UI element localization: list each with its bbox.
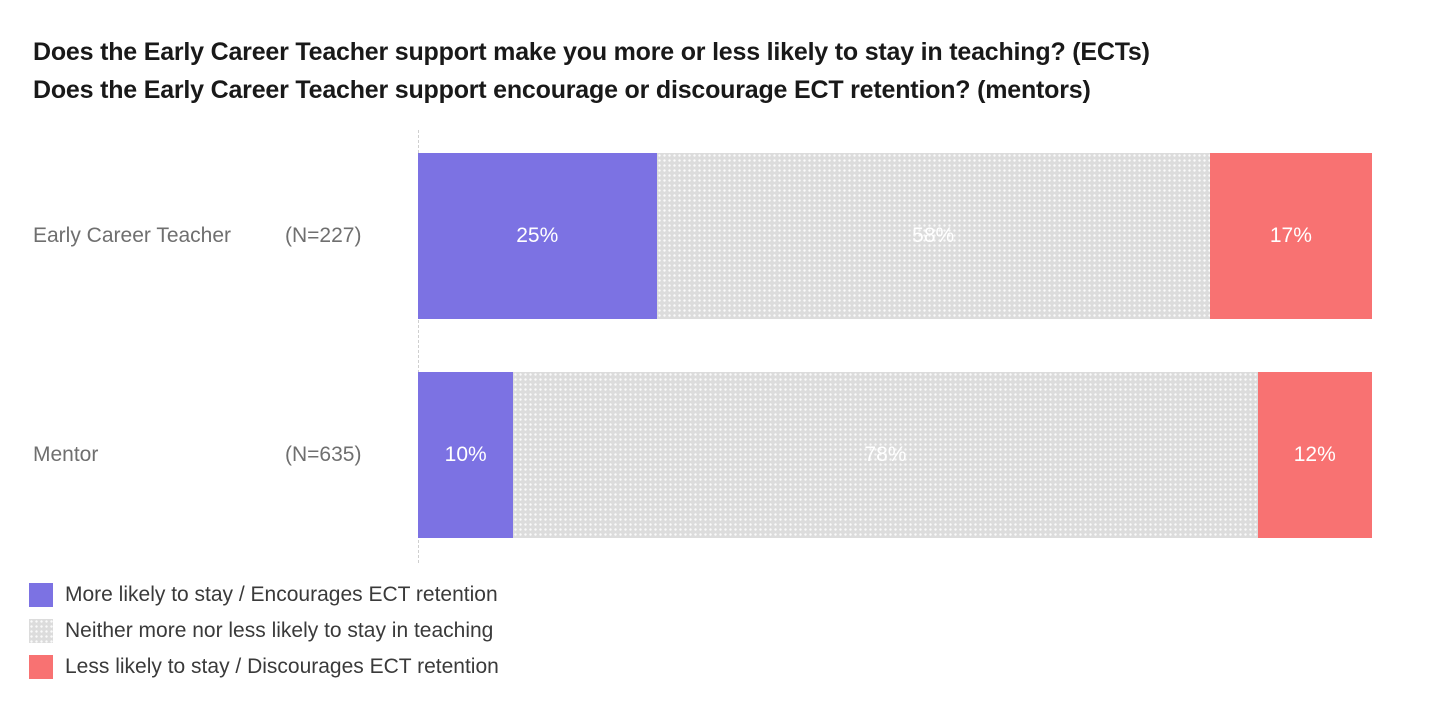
bar-row-mentor: Mentor (N=635) 10% 78% 12% [0,372,1440,538]
bar-value-label: 17% [1269,224,1312,247]
category-label: Early Career Teacher [33,224,232,247]
legend-label: More likely to stay / Encourages ECT ret… [65,583,498,606]
legend: More likely to stay / Encourages ECT ret… [29,583,499,691]
legend-item-more-likely-to-stay: More likely to stay / Encourages ECT ret… [29,583,499,607]
sample-size-label: (N=635) [285,443,362,466]
sample-size-label: (N=227) [285,224,362,247]
bar-value-label: 25% [516,224,559,247]
bar-segment-more-likely-to-stay: 10% [418,372,514,538]
legend-swatch-icon [29,619,53,643]
chart-title-line2: Does the Early Career Teacher support en… [33,76,1091,104]
bar-segment-more-likely-to-stay: 25% [418,153,657,319]
bar-segment-less-likely-to-stay: 17% [1209,153,1372,319]
legend-label: Less likely to stay / Discourages ECT re… [65,655,499,678]
legend-swatch-icon [29,583,53,607]
bar-segment-neither-more-nor-less-likely-to-stay-in-teaching: 78% [513,372,1258,538]
chart-title-line1: Does the Early Career Teacher support ma… [33,38,1150,66]
bar-segment-less-likely-to-stay: 12% [1257,372,1372,538]
chart-title: Does the Early Career Teacher support ma… [33,33,1150,109]
stacked-bar-mentor: 10% 78% 12% [418,372,1372,538]
bar-value-label: 58% [912,224,955,247]
legend-label: Neither more nor less likely to stay in … [65,619,494,642]
bar-value-label: 78% [864,443,907,466]
stacked-bar-early-career-teacher: 25% 58% 17% [418,153,1372,319]
bar-row-early-career-teacher: Early Career Teacher (N=227) 25% 58% 17% [0,153,1440,319]
legend-swatch-icon [29,655,53,679]
bar-segment-neither-more-nor-less-likely-to-stay-in-teaching: 58% [656,153,1210,319]
legend-item-neither-more-nor-less-likely-to-stay-in-teaching: Neither more nor less likely to stay in … [29,619,499,643]
legend-item-less-likely-to-stay: Less likely to stay / Discourages ECT re… [29,655,499,679]
bar-value-label: 10% [444,443,487,466]
category-label: Mentor [33,443,99,466]
axis-baseline [418,130,419,563]
bar-value-label: 12% [1293,443,1336,466]
